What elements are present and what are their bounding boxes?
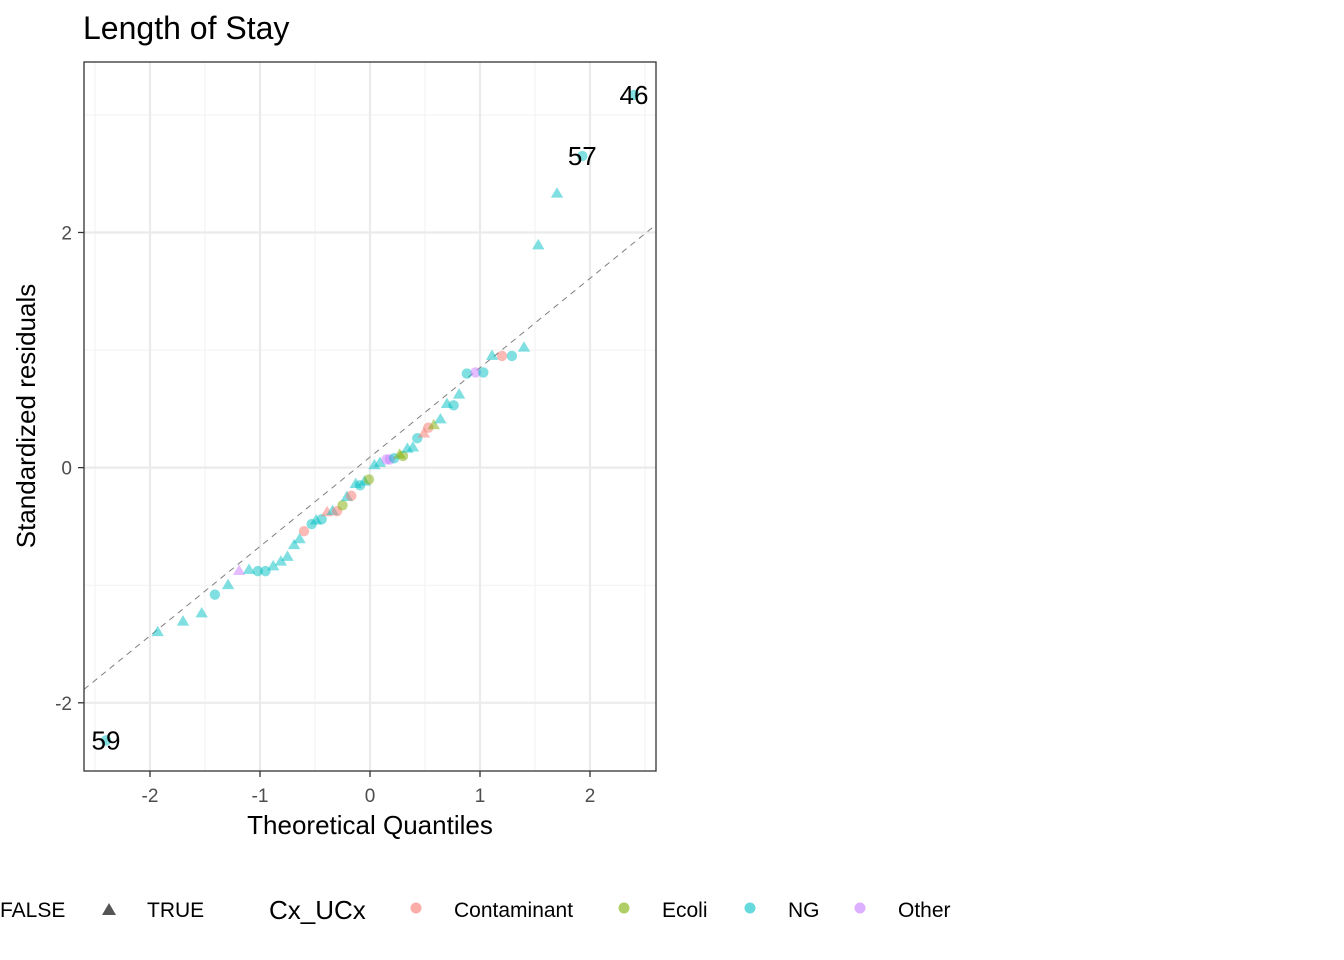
data-point-circle bbox=[470, 367, 481, 378]
point-annotation: 57 bbox=[568, 141, 597, 171]
legend-key-ecoli bbox=[618, 902, 630, 914]
data-point-triangle bbox=[452, 388, 466, 399]
data-point-circle bbox=[506, 350, 518, 362]
data-point-circle bbox=[316, 514, 327, 525]
annotations-layer: 46 57 59 bbox=[92, 80, 649, 756]
data-point-triangle bbox=[232, 564, 246, 576]
grid-major bbox=[84, 62, 656, 771]
legend-label-false: FALSE bbox=[0, 899, 65, 922]
point-annotation: 59 bbox=[92, 725, 121, 755]
data-point-circle bbox=[252, 565, 263, 577]
data-point-triangle bbox=[427, 418, 440, 430]
data-point-triangle bbox=[274, 555, 288, 566]
data-point-triangle bbox=[417, 427, 431, 438]
y-tick-label: 2 bbox=[61, 223, 72, 244]
data-point-circle bbox=[397, 450, 409, 462]
data-point-triangle bbox=[293, 532, 306, 544]
data-point-triangle bbox=[287, 538, 301, 550]
data-point-circle bbox=[448, 400, 459, 411]
x-tick-label: 1 bbox=[475, 786, 486, 807]
x-tick-label: 0 bbox=[365, 786, 376, 807]
data-point-triangle bbox=[242, 563, 256, 574]
x-axis-ticks: -2 -1 0 1 2 bbox=[142, 771, 596, 807]
point-annotation: 46 bbox=[620, 80, 649, 110]
legend-title-color: Cx_UCx bbox=[269, 895, 366, 925]
data-point-circle bbox=[209, 589, 221, 600]
data-point-circle bbox=[100, 735, 112, 746]
y-axis-title: Standardized residuals bbox=[11, 284, 41, 549]
legend-key-ng bbox=[744, 902, 756, 914]
data-point-triangle bbox=[485, 349, 499, 360]
legend-key-contaminant bbox=[410, 902, 422, 914]
y-tick-label: 0 bbox=[61, 459, 72, 480]
data-point-triangle bbox=[281, 550, 294, 561]
reference-line-layer bbox=[83, 224, 657, 690]
data-point-circle bbox=[577, 150, 588, 162]
data-point-circle bbox=[496, 350, 508, 362]
reference-line bbox=[83, 224, 657, 690]
data-point-triangle bbox=[517, 341, 531, 352]
legend-label-ecoli: Ecoli bbox=[662, 899, 708, 922]
data-point-circle bbox=[478, 367, 489, 378]
data-point-circle bbox=[461, 368, 472, 379]
data-point-triangle bbox=[195, 606, 208, 618]
data-point-triangle bbox=[267, 559, 280, 571]
grid-minor bbox=[84, 62, 656, 771]
data-point-triangle bbox=[406, 441, 420, 452]
legend-label-true: TRUE bbox=[147, 899, 204, 922]
data-point-triangle bbox=[373, 456, 387, 467]
data-point-circle bbox=[363, 474, 375, 485]
x-axis-title: Theoretical Quantiles bbox=[247, 810, 493, 840]
data-point-circle bbox=[298, 525, 310, 537]
data-point-circle bbox=[337, 500, 348, 511]
y-axis-ticks: -2 0 2 bbox=[55, 223, 84, 715]
data-point-triangle bbox=[151, 625, 164, 637]
x-tick-label: 2 bbox=[585, 786, 596, 807]
points-layer bbox=[100, 89, 640, 746]
legend-label-other: Other bbox=[898, 899, 951, 922]
data-point-triangle bbox=[532, 238, 545, 250]
data-point-circle bbox=[346, 490, 357, 502]
legend-key-other bbox=[854, 902, 866, 914]
data-point-triangle bbox=[434, 412, 447, 424]
x-tick-label: -2 bbox=[142, 786, 159, 807]
legend-key-triangle bbox=[102, 903, 116, 915]
data-point-triangle bbox=[221, 578, 235, 590]
legend: FALSE TRUE Cx_UCx Contaminant Ecoli NG Other bbox=[0, 895, 951, 925]
y-tick-label: -2 bbox=[55, 694, 72, 715]
data-point-triangle bbox=[176, 615, 190, 626]
chart-title: Length of Stay bbox=[83, 10, 289, 46]
x-tick-label: -1 bbox=[252, 786, 269, 807]
data-point-circle bbox=[628, 89, 640, 101]
data-point-triangle bbox=[550, 187, 564, 198]
legend-label-contaminant: Contaminant bbox=[454, 899, 573, 922]
legend-label-ng: NG bbox=[788, 899, 820, 922]
